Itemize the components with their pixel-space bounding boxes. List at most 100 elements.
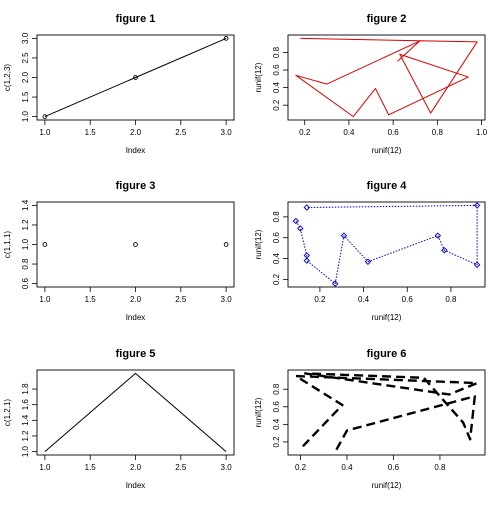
y-tick-label: 1.6 <box>21 399 30 411</box>
data-point <box>223 242 229 247</box>
x-tick-label: 1.5 <box>85 295 97 304</box>
y-tick-label: 0.8 <box>21 258 30 270</box>
x-tick-label: 3.0 <box>221 463 233 472</box>
x-tick-label: 0.8 <box>445 295 457 304</box>
x-axis-label: runif(12) <box>372 146 402 155</box>
data-point <box>434 232 442 239</box>
y-tick-label: 2.0 <box>21 71 30 83</box>
y-tick-label: 0.2 <box>272 99 281 111</box>
plot-frame <box>287 369 486 456</box>
data-point <box>473 261 481 269</box>
x-tick-label: 0.6 <box>388 128 400 137</box>
data-point <box>292 217 300 225</box>
series-line <box>295 37 478 118</box>
x-tick-label: 1.0 <box>39 128 51 137</box>
x-tick-label: 2.0 <box>130 128 142 137</box>
y-tick-label: 1.4 <box>21 199 30 211</box>
x-tick-label: 2.5 <box>175 463 187 472</box>
panel-title: figure 4 <box>367 180 408 192</box>
x-tick-label: 2.0 <box>130 463 142 472</box>
plot-frame <box>36 201 235 288</box>
data-point <box>42 242 48 247</box>
data-point <box>223 36 229 41</box>
data-point <box>473 202 481 209</box>
x-axis-label: Index <box>126 481 146 490</box>
y-tick-label: 1.2 <box>21 219 30 231</box>
x-axis-label: Index <box>126 313 146 322</box>
y-tick-label: 2.5 <box>21 52 30 64</box>
data-point <box>42 114 48 119</box>
data-point <box>133 75 138 80</box>
x-tick-label: 0.2 <box>295 463 307 472</box>
y-tick-label: 1.0 <box>21 238 30 250</box>
x-tick-label: 3.0 <box>221 295 233 304</box>
x-tick-label: 0.2 <box>314 295 326 304</box>
data-point <box>133 242 138 247</box>
series-line <box>44 37 227 118</box>
x-tick-label: 2.0 <box>130 295 142 304</box>
panel-1: figure 1 Index c(1,2,3) 1.0 1.5 2.0 2.5 3.0 1.0 1… <box>3 13 235 155</box>
x-axis-label: Index <box>126 146 146 155</box>
y-tick-label: 0.2 <box>272 436 281 448</box>
panel-title: figure 3 <box>116 180 156 192</box>
x-tick-label: 3.0 <box>221 128 233 137</box>
y-tick-label: 3.0 <box>21 32 30 44</box>
panel-2: figure 2 runif(12) runif(12) 0.2 0.4 0.6 0.8 1.… <box>254 13 488 155</box>
y-tick-label: 0.4 <box>272 81 281 93</box>
x-tick-label: 1.0 <box>39 295 51 304</box>
data-point <box>340 232 348 239</box>
x-tick-label: 2.5 <box>175 128 187 137</box>
x-tick-label: 0.6 <box>388 463 400 472</box>
y-tick-label: 0.8 <box>272 46 281 58</box>
y-tick-label: 0.6 <box>272 401 281 413</box>
plot-frame <box>36 369 235 456</box>
panel-title: figure 6 <box>367 348 407 360</box>
panel-6: figure 6 runif(12) runif(12) 0.2 0.4 0.6 0.8 0.… <box>254 348 486 490</box>
x-tick-label: 0.8 <box>432 128 444 137</box>
y-tick-label: 1.8 <box>21 383 30 395</box>
y-tick-label: 0.4 <box>272 252 281 264</box>
x-tick-label: 2.5 <box>175 295 187 304</box>
series-line <box>294 372 479 453</box>
y-tick-label: 0.6 <box>21 277 30 289</box>
y-axis-label: runif(12) <box>254 62 263 92</box>
y-axis-label: c(1,2,1) <box>3 399 12 426</box>
x-tick-label: 1.5 <box>85 463 97 472</box>
data-point <box>303 257 311 264</box>
y-tick-label: 1.0 <box>21 110 30 122</box>
panel-4: figure 4 runif(12) runif(12) 0.2 0.4 0.6 0.8 0.… <box>254 180 486 322</box>
y-tick-label: 0.8 <box>272 211 281 223</box>
y-tick-label: 0.4 <box>272 418 281 430</box>
plot-frame <box>36 34 235 121</box>
x-tick-label: 0.4 <box>358 295 370 304</box>
data-point <box>331 280 339 287</box>
x-axis-label: runif(12) <box>372 313 402 322</box>
y-tick-label: 0.2 <box>272 273 281 285</box>
x-tick-label: 0.8 <box>434 463 446 472</box>
x-tick-label: 1.0 <box>476 128 488 137</box>
y-tick-label: 0.6 <box>272 232 281 244</box>
y-tick-label: 0.8 <box>272 383 281 395</box>
data-point <box>441 246 448 254</box>
series-line <box>295 204 478 285</box>
data-point <box>303 204 311 211</box>
panel-title: figure 1 <box>116 13 156 25</box>
panel-3: figure 3 Index c(1,1,1) 1.0 1.5 2.0 2.5 3.0 0.6 0… <box>3 180 235 322</box>
series-line <box>44 372 227 452</box>
y-tick-label: 1.0 <box>21 445 30 457</box>
x-tick-label: 0.4 <box>341 463 353 472</box>
x-axis-label: runif(12) <box>372 481 402 490</box>
x-tick-label: 0.6 <box>402 295 414 304</box>
y-tick-label: 0.6 <box>272 64 281 76</box>
x-tick-label: 1.5 <box>85 128 97 137</box>
y-axis-label: c(1,1,1) <box>3 231 12 258</box>
y-tick-label: 1.2 <box>21 430 30 442</box>
y-tick-label: 1.4 <box>21 414 30 426</box>
data-point <box>364 258 372 265</box>
y-axis-label: runif(12) <box>254 229 263 259</box>
x-tick-label: 0.4 <box>343 128 355 137</box>
plot-frame <box>287 201 486 288</box>
y-axis-label: runif(12) <box>254 397 263 427</box>
y-tick-label: 1.5 <box>21 91 30 103</box>
plot-frame <box>287 34 486 121</box>
